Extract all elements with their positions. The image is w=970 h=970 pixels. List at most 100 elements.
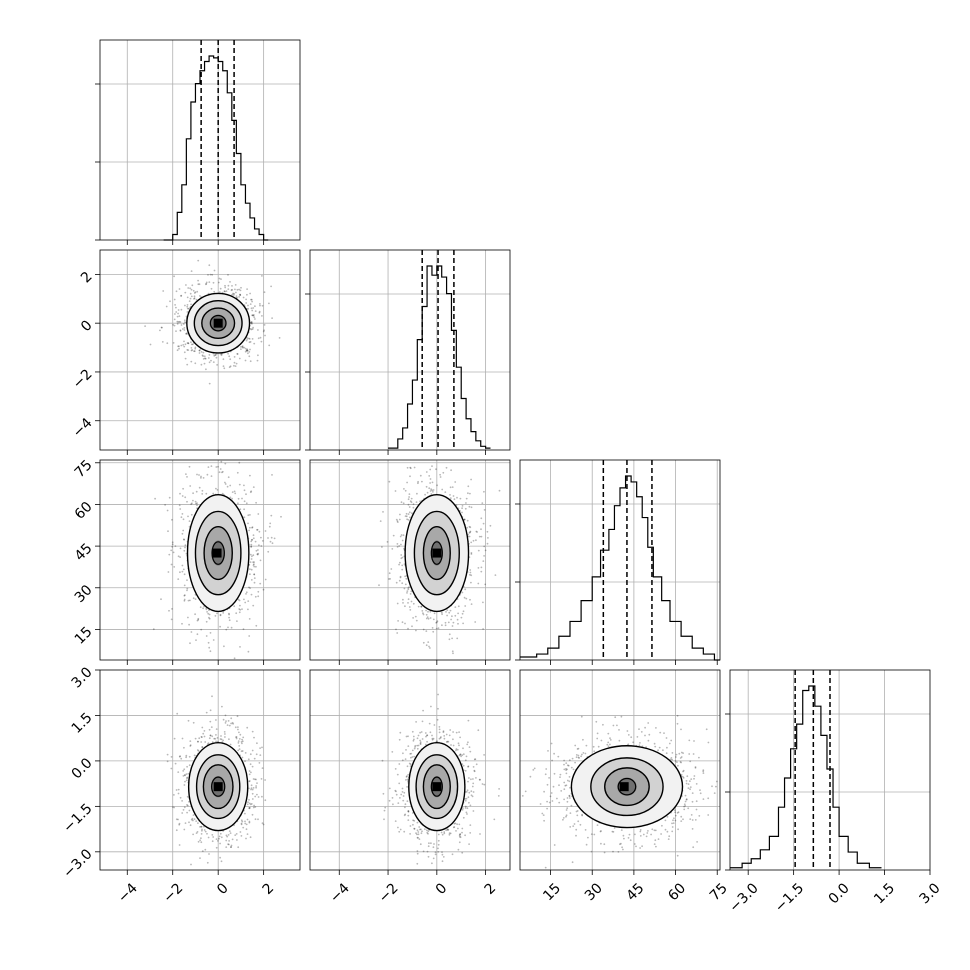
- scatter-point: [231, 497, 234, 500]
- scatter-point: [431, 489, 433, 492]
- scatter-point: [665, 752, 668, 755]
- scatter-point: [557, 755, 560, 758]
- scatter-point: [399, 535, 402, 538]
- scatter-point: [443, 832, 446, 835]
- scatter-point: [203, 355, 206, 358]
- scatter-point: [463, 596, 466, 599]
- scatter-point: [213, 354, 216, 357]
- scatter-point: [434, 851, 437, 854]
- scatter-point: [396, 773, 399, 776]
- scatter-point: [259, 303, 261, 305]
- scatter-point: [464, 799, 467, 802]
- scatter-point: [395, 793, 398, 796]
- scatter-point: [190, 288, 193, 291]
- scatter-point: [183, 584, 186, 587]
- scatter-point: [253, 736, 255, 739]
- scatter-point: [165, 305, 168, 308]
- scatter-point: [620, 842, 622, 845]
- scatter-point: [475, 763, 478, 766]
- scatter-point: [677, 828, 679, 831]
- scatter-point: [167, 571, 170, 573]
- scatter-point: [222, 718, 225, 721]
- scatter-point: [408, 493, 411, 495]
- scatter-point: [185, 779, 188, 782]
- scatter-point: [421, 610, 424, 612]
- scatter-point: [450, 618, 452, 621]
- scatter-point: [451, 615, 453, 618]
- scatter-point: [183, 746, 185, 749]
- scatter-point: [413, 827, 416, 830]
- scatter-point: [196, 619, 199, 622]
- scatter-point: [674, 819, 677, 822]
- scatter-point: [170, 618, 173, 621]
- scatter-point: [413, 738, 415, 741]
- density-panel-4: [95, 669, 301, 871]
- scatter-point: [436, 718, 439, 721]
- scatter-point: [404, 806, 406, 809]
- scatter-point: [407, 519, 410, 521]
- scatter-point: [473, 758, 476, 761]
- scatter-point: [261, 275, 263, 277]
- scatter-point: [191, 343, 194, 346]
- scatter-point: [220, 353, 223, 356]
- scatter-point: [597, 745, 600, 748]
- scatter-point: [422, 709, 424, 712]
- scatter-point: [462, 610, 465, 613]
- density-peak: [213, 782, 223, 792]
- scatter-point: [614, 716, 617, 719]
- scatter-point: [388, 572, 391, 575]
- scatter-point: [264, 799, 267, 802]
- scatter-point: [438, 726, 441, 728]
- scatter-point: [241, 750, 244, 752]
- scatter-point: [198, 737, 201, 740]
- scatter-point: [241, 608, 243, 610]
- scatter-point: [469, 526, 472, 529]
- scatter-point: [233, 657, 236, 660]
- scatter-point: [395, 628, 397, 631]
- panel-border: [309, 669, 511, 871]
- contour-line: [195, 754, 241, 820]
- scatter-point: [184, 291, 187, 294]
- scatter-point: [245, 302, 248, 304]
- scatter-point: [399, 575, 402, 578]
- scatter-point: [194, 500, 197, 503]
- scatter-point: [245, 828, 248, 831]
- scatter-point: [161, 326, 163, 329]
- scatter-point: [249, 341, 252, 343]
- scatter-point: [254, 806, 257, 808]
- scatter-point: [239, 294, 242, 296]
- scatter-point: [168, 496, 171, 499]
- scatter-point: [484, 583, 487, 586]
- scatter-point: [429, 478, 432, 480]
- scatter-point: [680, 728, 682, 731]
- scatter-point: [464, 805, 467, 808]
- scatter-point: [227, 476, 230, 479]
- scatter-point: [202, 355, 205, 357]
- scatter-point: [461, 827, 464, 830]
- scatter-point: [394, 490, 397, 492]
- scatter-point: [218, 471, 221, 474]
- scatter-point: [403, 488, 405, 490]
- scatter-point: [255, 786, 257, 789]
- scatter-point: [493, 818, 496, 821]
- scatter-point: [638, 744, 641, 747]
- scatter-point: [487, 537, 489, 539]
- scatter-point: [475, 530, 478, 533]
- scatter-point: [258, 762, 261, 764]
- scatter-point: [200, 841, 203, 844]
- scatter-point: [162, 290, 165, 292]
- scatter-point: [228, 840, 231, 842]
- scatter-point: [396, 546, 399, 548]
- scatter-point: [228, 830, 231, 832]
- scatter-point: [438, 728, 441, 731]
- scatter-point: [149, 343, 152, 346]
- scatter-point: [234, 288, 236, 291]
- scatter-point: [634, 833, 636, 836]
- scatter-point: [200, 741, 203, 743]
- scatter-point: [408, 606, 411, 608]
- scatter-point: [581, 813, 583, 816]
- scatter-point: [428, 645, 430, 648]
- scatter-point: [408, 496, 410, 498]
- scatter-point: [418, 838, 421, 840]
- scatter-point: [455, 830, 457, 832]
